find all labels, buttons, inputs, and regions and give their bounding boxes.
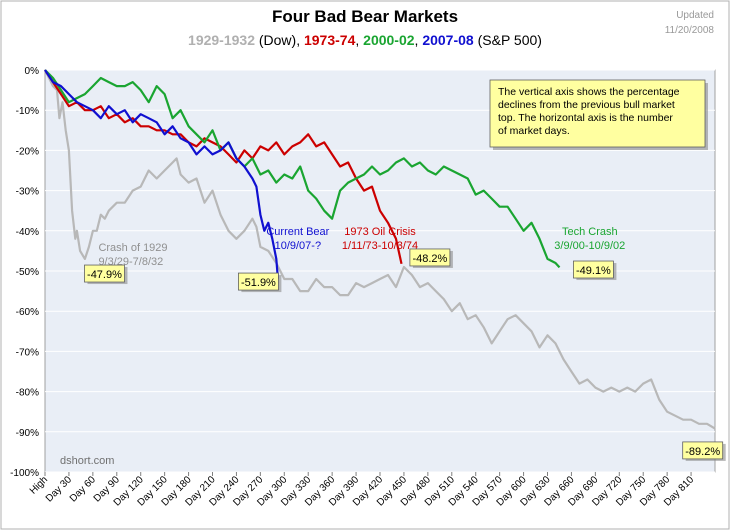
annotation-label: Current Bear 10/9/07-? bbox=[266, 226, 329, 252]
series-line-tech2000 bbox=[44, 69, 561, 269]
y-tick-label: -90% bbox=[16, 428, 39, 439]
info-box-line: of market days. bbox=[498, 125, 570, 137]
y-tick-label: 0% bbox=[25, 66, 40, 77]
annotation-line: Crash of 1929 bbox=[98, 242, 167, 254]
info-box: The vertical axis shows the percentagede… bbox=[489, 79, 708, 150]
series-line-dow1929 bbox=[44, 69, 716, 430]
subtitle-part-5: , bbox=[415, 32, 423, 48]
callout-box bbox=[409, 248, 451, 267]
callout-text: -49.1% bbox=[576, 265, 611, 277]
subtitle-part-4: 2000-02 bbox=[363, 32, 415, 48]
updated-date: 11/20/2008 bbox=[665, 25, 715, 36]
subtitle-part-3: , bbox=[355, 32, 363, 48]
value-callouts: -47.9% -51.9% -48.2% -49.1% -89.2% bbox=[84, 248, 726, 461]
callout-box bbox=[84, 264, 125, 283]
callout-text: -47.9% bbox=[87, 269, 122, 281]
annotation-line: 3/9/00-10/9/02 bbox=[554, 240, 625, 252]
info-box-line: The vertical axis shows the percentage bbox=[498, 86, 680, 98]
subtitle-part-2: 1973-74 bbox=[304, 32, 356, 48]
info-box-line: top. The horizontal axis is the number bbox=[498, 112, 673, 124]
y-tick-label: -40% bbox=[16, 227, 39, 238]
info-box-rect bbox=[489, 79, 706, 148]
updated-label: Updated bbox=[676, 10, 714, 21]
y-tick-label: -30% bbox=[16, 187, 39, 198]
y-tick-label: -60% bbox=[16, 307, 39, 318]
callout-text: -89.2% bbox=[685, 446, 720, 458]
y-tick-label: -100% bbox=[10, 468, 39, 479]
source-label: dshort.com bbox=[60, 455, 114, 467]
annotation-line: Tech Crash bbox=[562, 226, 618, 238]
subtitle-part-1: (Dow), bbox=[255, 32, 304, 48]
y-tick-label: -70% bbox=[16, 347, 39, 358]
y-axis: 0% -10% -20% -30% -40% -50% -60% -70% -80% -90% -1… bbox=[10, 66, 39, 479]
subtitle-part-6: 2007-08 bbox=[422, 32, 474, 48]
info-box-line: declines from the previous bull market bbox=[498, 99, 675, 111]
callout-box bbox=[238, 272, 279, 291]
callout-text: -48.2% bbox=[412, 253, 447, 265]
chart-title: Four Bad Bear Markets bbox=[272, 7, 458, 26]
subtitle-part-7: (S&P 500) bbox=[474, 32, 542, 48]
subtitle-part-0: 1929-1932 bbox=[188, 32, 255, 48]
y-tick-label: -80% bbox=[16, 388, 39, 399]
series-lines bbox=[44, 69, 716, 430]
series-line-bear2007 bbox=[44, 69, 279, 279]
y-tick-label: -50% bbox=[16, 267, 39, 278]
annotation-line: 10/9/07-? bbox=[275, 240, 321, 252]
annotation-line: 1/11/73-10/3/74 bbox=[342, 240, 418, 252]
annotation-label: 1973 Oil Crisis 1/11/73-10/3/74 bbox=[342, 226, 418, 252]
chart-subtitle: 1929-1932 (Dow), 1973-74, 2000-02, 2007-… bbox=[188, 32, 542, 48]
callout-box bbox=[682, 441, 724, 460]
callout-box bbox=[573, 260, 614, 279]
y-tick-label: -10% bbox=[16, 106, 39, 117]
annotation-label: Tech Crash 3/9/00-10/9/02 bbox=[554, 226, 625, 252]
annotation-line: Current Bear bbox=[266, 226, 329, 238]
annotation-line: 1973 Oil Crisis bbox=[344, 226, 416, 238]
callout-text: -51.9% bbox=[241, 277, 276, 289]
y-tick-label: -20% bbox=[16, 146, 39, 157]
